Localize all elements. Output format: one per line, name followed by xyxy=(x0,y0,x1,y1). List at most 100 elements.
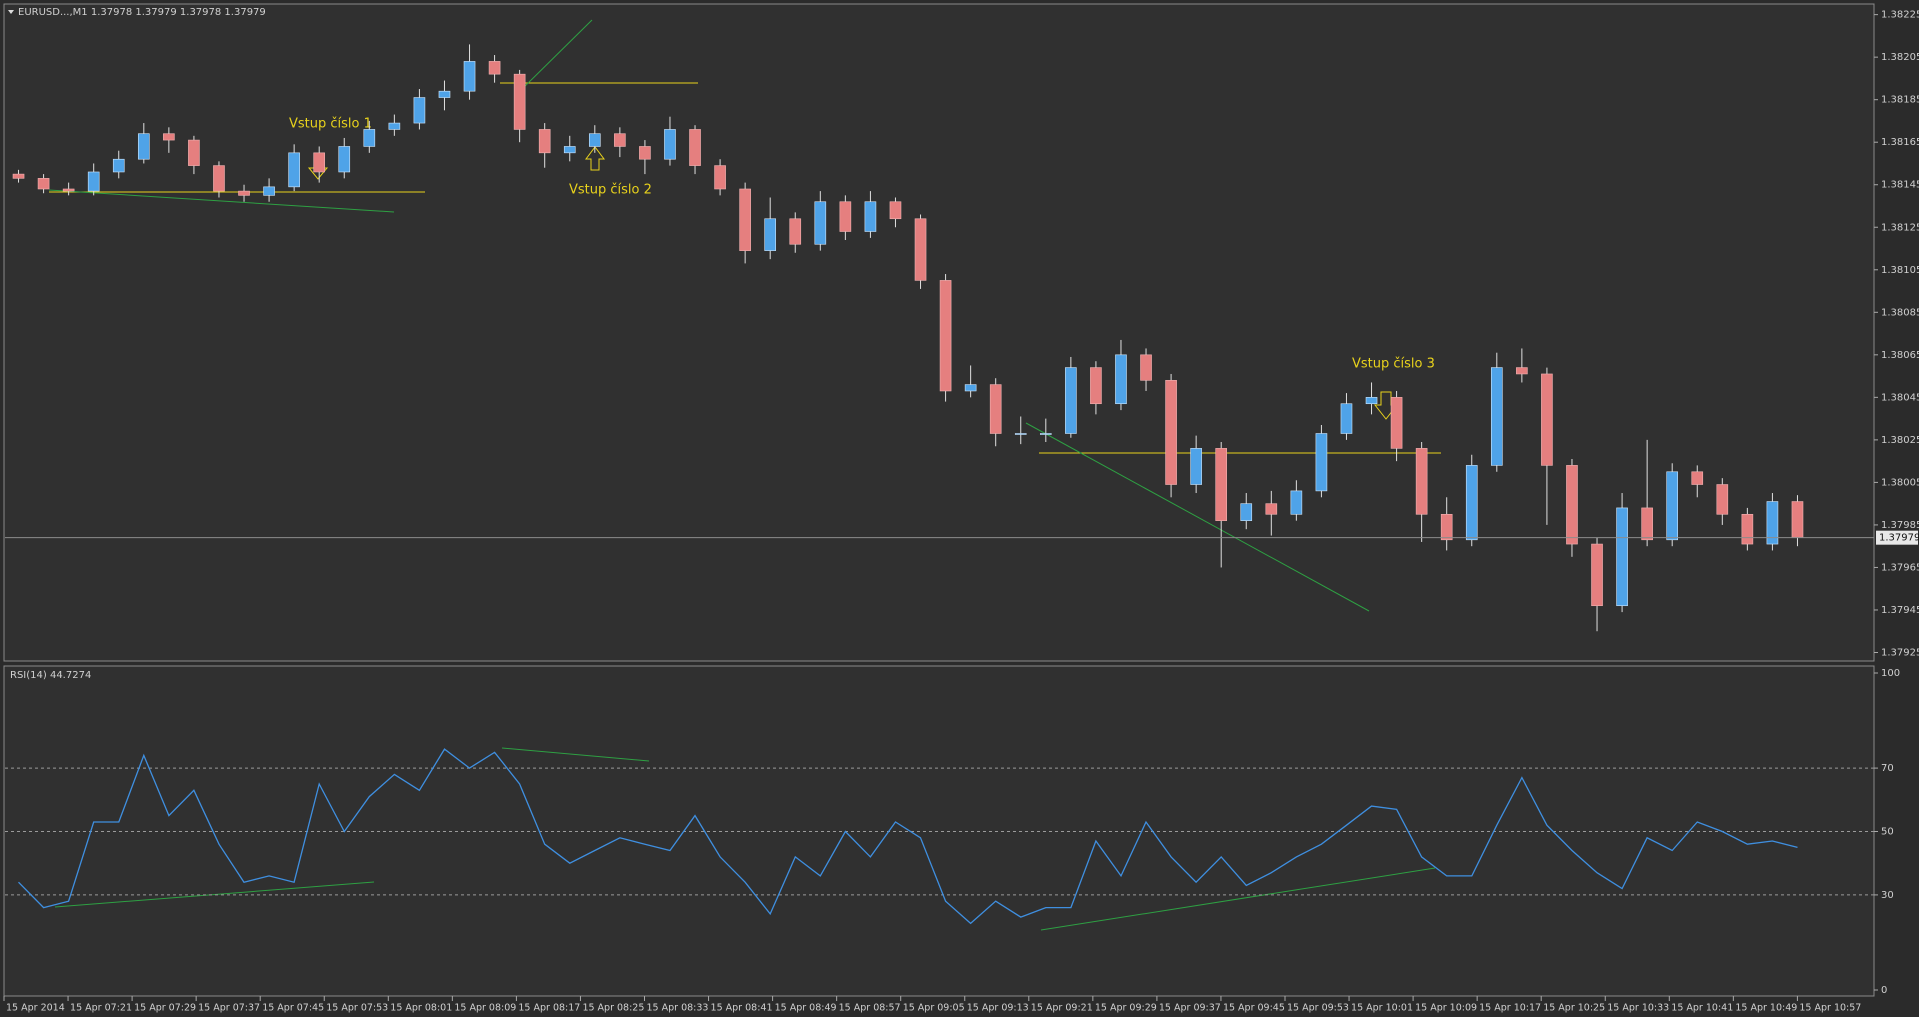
candle-body xyxy=(1666,471,1679,541)
x-tick-label: 15 Apr 08:17 xyxy=(518,1003,580,1014)
candle-body xyxy=(213,165,225,192)
candle-body xyxy=(739,188,751,251)
candle-body xyxy=(789,218,802,245)
candle-body xyxy=(1390,397,1403,449)
candle-body xyxy=(1490,367,1503,466)
x-tick-label: 15 Apr 08:57 xyxy=(839,1003,901,1014)
candle-body xyxy=(814,201,827,245)
candle-body xyxy=(1039,433,1052,435)
x-tick-label: 15 Apr 08:25 xyxy=(582,1003,644,1014)
candle-body xyxy=(163,133,175,141)
x-tick-label: 15 Apr 10:49 xyxy=(1735,1003,1797,1014)
candle-body xyxy=(313,152,326,173)
candle-body xyxy=(1365,397,1378,405)
annotation: Vstup číslo 3 xyxy=(1352,357,1435,372)
candle-body xyxy=(1090,367,1102,405)
x-tick-label: 15 Apr 09:53 xyxy=(1287,1003,1349,1014)
candle-body xyxy=(964,384,977,392)
candle-body xyxy=(12,173,25,179)
candle-body xyxy=(1065,367,1077,434)
x-tick-label: 15 Apr 07:45 xyxy=(262,1003,324,1014)
x-tick-label: 15 Apr 09:21 xyxy=(1031,1003,1093,1014)
rsi-panel xyxy=(3,665,1875,997)
candle-body xyxy=(939,280,952,392)
candle-body xyxy=(764,218,777,251)
x-tick-label: 15 Apr 2014 xyxy=(6,1003,65,1014)
candle-body xyxy=(839,201,852,232)
candle-body xyxy=(1616,507,1628,607)
y-tick-label: 50 xyxy=(1881,827,1894,838)
x-tick-label: 15 Apr 10:09 xyxy=(1415,1003,1477,1014)
candle-body xyxy=(1290,490,1303,515)
candle-body xyxy=(664,129,676,160)
rsi-trend-line[interactable] xyxy=(1040,867,1436,931)
trend-line[interactable] xyxy=(1025,422,1370,612)
rsi-line xyxy=(18,748,1798,925)
candle-body xyxy=(463,61,476,92)
candle-body xyxy=(438,90,451,98)
candle-body xyxy=(1340,403,1353,434)
candle-body xyxy=(689,129,701,166)
y-tick-label: 1.38125 xyxy=(1881,222,1919,233)
candle-body xyxy=(1265,503,1278,515)
x-tick-label: 15 Apr 10:17 xyxy=(1479,1003,1541,1014)
candle-body xyxy=(338,146,351,173)
y-tick-label: 1.38145 xyxy=(1881,180,1919,191)
rsi-header: RSI(14) 44.7274 xyxy=(10,670,91,681)
candle-body xyxy=(1440,513,1453,541)
candle-body xyxy=(263,186,275,196)
rsi-trend-line[interactable] xyxy=(501,747,650,762)
candle-body xyxy=(87,171,100,192)
candle-body xyxy=(1415,448,1428,515)
x-tick-label: 15 Apr 10:57 xyxy=(1799,1003,1861,1014)
x-tick-label: 15 Apr 10:41 xyxy=(1671,1003,1733,1014)
candle-body xyxy=(112,158,125,173)
x-tick-label: 15 Apr 07:37 xyxy=(198,1003,260,1014)
rsi-trend-line[interactable] xyxy=(54,881,375,908)
candle-body xyxy=(363,129,376,147)
candle-body xyxy=(1541,373,1553,466)
candle-body xyxy=(1240,503,1253,521)
x-tick-label: 15 Apr 09:45 xyxy=(1223,1003,1285,1014)
candle-body xyxy=(62,188,75,192)
annotation: Vstup číslo 1 xyxy=(289,117,372,132)
bid-label-box xyxy=(1876,530,1918,545)
candle-body xyxy=(889,201,902,220)
x-tick-label: 15 Apr 10:25 xyxy=(1543,1003,1605,1014)
y-tick-label: 1.37985 xyxy=(1881,520,1919,531)
candle-body xyxy=(1190,448,1202,485)
x-tick-label: 15 Apr 08:09 xyxy=(454,1003,516,1014)
candle-body xyxy=(288,152,300,188)
y-tick-label: 1.38225 xyxy=(1881,10,1919,21)
candle-body xyxy=(488,61,501,75)
candle-body xyxy=(1766,501,1779,545)
candle-body xyxy=(1716,484,1729,515)
x-tick-label: 15 Apr 09:13 xyxy=(967,1003,1029,1014)
candle-body xyxy=(1791,501,1804,538)
trend-line[interactable] xyxy=(516,19,593,95)
y-tick-label: 1.38085 xyxy=(1881,307,1919,318)
drawings xyxy=(48,19,1441,931)
candle-body xyxy=(1215,448,1228,521)
candle-body xyxy=(388,122,401,130)
y-tick-label: 1.38025 xyxy=(1881,435,1919,446)
candle-body xyxy=(914,218,927,281)
up-arrow[interactable] xyxy=(585,146,605,171)
candle-body xyxy=(1691,471,1704,485)
candle-body xyxy=(1115,354,1127,405)
candle-body xyxy=(614,133,626,147)
trend-line[interactable] xyxy=(48,189,395,213)
candle-body xyxy=(188,139,200,166)
candle-body xyxy=(37,178,50,190)
x-tick-label: 15 Apr 07:53 xyxy=(326,1003,388,1014)
x-tick-label: 15 Apr 10:01 xyxy=(1351,1003,1413,1014)
price-header: EURUSD...,M1 1.37978 1.37979 1.37978 1.3… xyxy=(18,7,266,18)
y-tick-label: 1.38045 xyxy=(1881,392,1919,403)
candle-body xyxy=(1014,433,1027,435)
menu-triangle[interactable] xyxy=(8,10,14,14)
y-tick-label: 0 xyxy=(1881,985,1887,996)
y-tick-label: 1.38065 xyxy=(1881,350,1919,361)
x-tick-label: 15 Apr 07:21 xyxy=(70,1003,132,1014)
candle-body xyxy=(1465,465,1478,541)
